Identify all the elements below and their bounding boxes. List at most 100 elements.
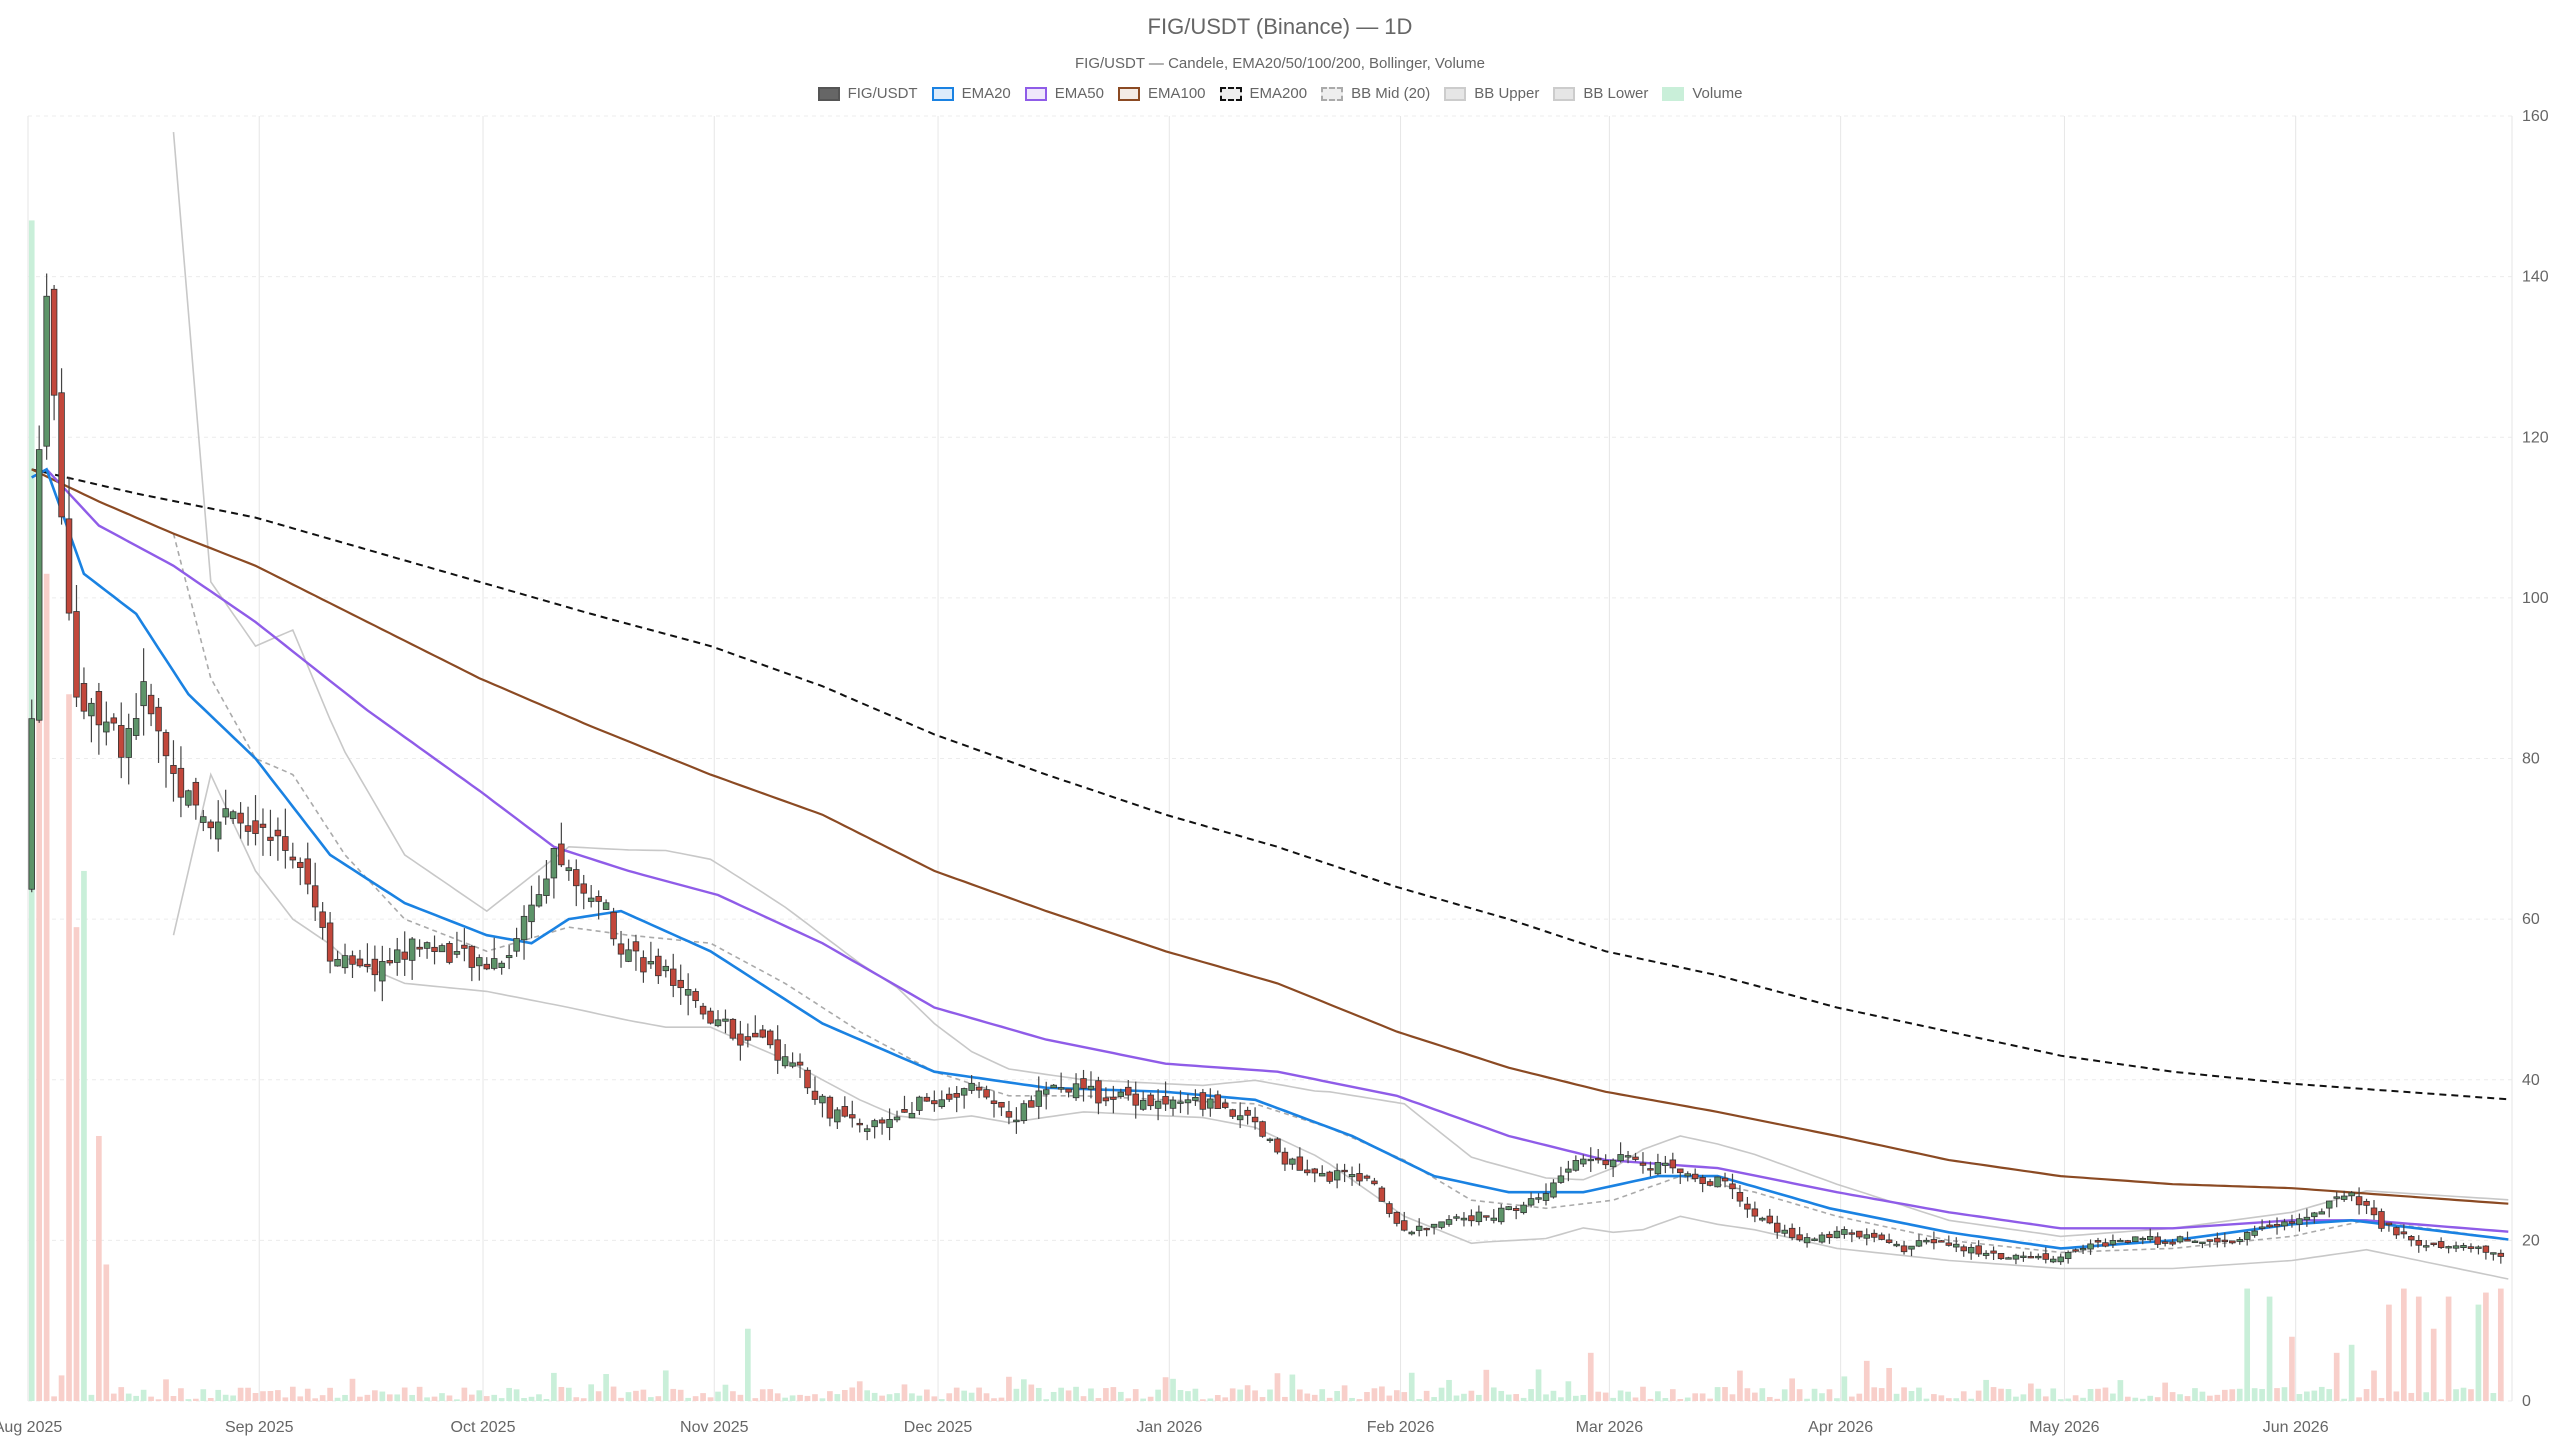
candle-body (1013, 1119, 1020, 1123)
legend-item[interactable]: BB Mid (20) (1321, 85, 1430, 102)
volume-bar (1229, 1388, 1236, 1401)
volume-bar (1326, 1397, 1333, 1401)
volume-bar (334, 1397, 341, 1401)
volume-bar (409, 1394, 415, 1401)
volume-bar (170, 1395, 177, 1401)
volume-bar (2102, 1387, 2109, 1401)
bollinger-bands (172, 132, 2509, 1280)
volume-bar (2296, 1394, 2303, 1401)
volume-bar (685, 1397, 691, 1401)
volume-bar (245, 1387, 251, 1401)
legend-item[interactable]: BB Lower (1553, 85, 1648, 102)
volume-bar (1035, 1387, 1042, 1401)
volume-bar (1662, 1398, 1669, 1401)
volume-bar (827, 1391, 833, 1401)
candle-body (1132, 1093, 1139, 1106)
candle-body (610, 911, 617, 940)
volume-bar (1804, 1398, 1810, 1401)
volume-bar (1931, 1394, 1937, 1401)
candle-body (1647, 1168, 1654, 1171)
volume-bar (2274, 1388, 2280, 1401)
volume-bar (267, 1391, 274, 1401)
legend-item[interactable]: EMA200 (1219, 85, 1307, 102)
candle-body (1005, 1111, 1013, 1118)
candle-body (2169, 1241, 2176, 1245)
volume-bar (2289, 1336, 2295, 1401)
candle-body (1654, 1162, 1662, 1175)
legend-label: EMA100 (1147, 85, 1206, 102)
candle-body (1982, 1252, 1990, 1256)
candle-body (1251, 1116, 1259, 1123)
volume-bar (81, 870, 87, 1401)
candle-body (2340, 1195, 2348, 1200)
volume-bar (357, 1396, 363, 1401)
volume-bar (1006, 1376, 1012, 1401)
candle-body (229, 811, 237, 819)
volume-bar (96, 1135, 102, 1401)
candle-body (408, 938, 416, 961)
volume-bar (1692, 1393, 1699, 1401)
candle-body (2139, 1237, 2146, 1241)
volume-bar (1893, 1393, 1900, 1401)
ema20-line (31, 467, 2509, 1250)
candle-body (1975, 1245, 1982, 1255)
legend-item[interactable]: Volume (1662, 85, 1742, 102)
legend-swatch (1024, 86, 1047, 101)
candle-body (640, 957, 647, 973)
candle-body (2206, 1239, 2214, 1242)
candle-body (2027, 1256, 2035, 1259)
volume-bar (1998, 1388, 2004, 1401)
volume-bar (2251, 1388, 2258, 1401)
candle-body (1520, 1204, 1527, 1214)
candle-body (1356, 1173, 1363, 1182)
candle-body (1908, 1245, 1915, 1250)
volume-bar (551, 1372, 557, 1401)
candle-body (1677, 1168, 1684, 1174)
candle-body (200, 816, 207, 823)
volume-bar (1863, 1360, 1870, 1401)
candle-body (1997, 1253, 2005, 1260)
candle-body (453, 951, 461, 955)
candle-body (2012, 1254, 2020, 1260)
candle-body (401, 951, 408, 960)
candle-body (1662, 1162, 1669, 1166)
candle-body (1602, 1160, 1609, 1166)
candle-body (535, 894, 543, 907)
volume-bar (633, 1390, 639, 1401)
volume-bar (51, 1396, 57, 1401)
legend-item[interactable]: EMA50 (1024, 85, 1104, 102)
legend-label: BB Mid (20) (1351, 85, 1431, 102)
candle-body (1833, 1230, 1841, 1239)
volume-bar (2244, 1288, 2251, 1401)
volume-bar (394, 1394, 401, 1401)
legend-item[interactable]: BB Upper (1444, 85, 1539, 102)
volume-bar (1282, 1396, 1288, 1401)
volume-bar (66, 694, 72, 1401)
legend-item[interactable]: FIG/USDT (817, 85, 918, 102)
volume-bar (1341, 1385, 1348, 1401)
volume-bar (1214, 1395, 1221, 1401)
volume-bar (1520, 1397, 1527, 1401)
candle-body (707, 1010, 714, 1024)
volume-bar (580, 1398, 587, 1401)
volume-bar (625, 1392, 632, 1401)
volume-bar (1043, 1399, 1050, 1401)
candle-body (908, 1112, 916, 1119)
volume-bar (2445, 1296, 2452, 1401)
volume-bar (1073, 1386, 1079, 1401)
volume-bar (1647, 1398, 1654, 1401)
legend-swatch (1117, 86, 1140, 101)
candle-body (968, 1082, 975, 1091)
candle-body (1587, 1158, 1594, 1162)
volume-bar (1819, 1393, 1825, 1401)
volume-bar (1446, 1379, 1452, 1401)
candle-body (1826, 1233, 1833, 1239)
volume-bar (782, 1397, 788, 1401)
candle-body (2072, 1249, 2079, 1252)
legend-item[interactable]: EMA100 (1117, 85, 1206, 102)
legend-item[interactable]: EMA20 (931, 85, 1011, 102)
volume-bar (2497, 1288, 2504, 1401)
volume-bar (1975, 1390, 1982, 1401)
candle-body (632, 941, 640, 952)
volume-bar (1550, 1390, 1557, 1401)
